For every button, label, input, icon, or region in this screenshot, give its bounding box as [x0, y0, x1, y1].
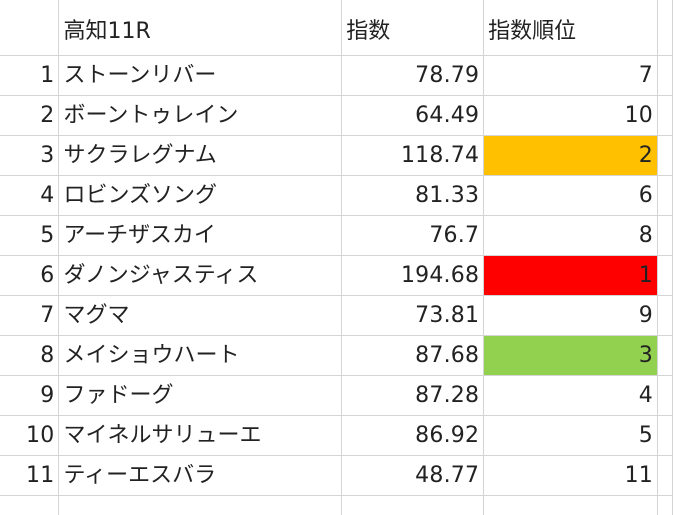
- table-row: 9 ファドーグ 87.28 4: [0, 375, 673, 416]
- horse-number-cell[interactable]: 10: [0, 415, 60, 456]
- empty-cell[interactable]: [483, 495, 658, 515]
- table-row: 2 ボーントゥレイン 64.49 10: [0, 95, 673, 136]
- horse-number-cell[interactable]: 8: [0, 335, 60, 376]
- empty-cell[interactable]: [657, 495, 673, 515]
- horse-name-cell[interactable]: ストーンリバー: [58, 55, 343, 96]
- horse-name-cell[interactable]: マグマ: [58, 295, 343, 336]
- table-row: 8 メイショウハート 87.68 3: [0, 335, 673, 376]
- empty-cell[interactable]: [58, 495, 343, 515]
- horse-number-cell[interactable]: 2: [0, 95, 60, 136]
- empty-cell[interactable]: [657, 335, 673, 376]
- header-row: 高知11R 指数 指数順位: [0, 0, 673, 56]
- horse-number-cell[interactable]: 5: [0, 215, 60, 256]
- horse-name-cell[interactable]: ダノンジャスティス: [58, 255, 343, 296]
- horse-number-cell[interactable]: 6: [0, 255, 60, 296]
- empty-cell[interactable]: [657, 415, 673, 456]
- horse-name-cell[interactable]: アーチザスカイ: [58, 215, 343, 256]
- horse-name-cell[interactable]: メイショウハート: [58, 335, 343, 376]
- index-value-cell[interactable]: 73.81: [341, 295, 485, 336]
- index-value-cell[interactable]: 86.92: [341, 415, 485, 456]
- empty-cell[interactable]: [657, 455, 673, 496]
- header-cell-a[interactable]: [0, 0, 60, 56]
- horse-number-cell[interactable]: 11: [0, 455, 60, 496]
- table-row: 10 マイネルサリューエ 86.92 5: [0, 415, 673, 456]
- header-rank-cell[interactable]: 指数順位: [483, 0, 658, 56]
- rank-cell[interactable]: 5: [483, 415, 658, 456]
- rank-cell[interactable]: 3: [483, 335, 658, 376]
- index-value-cell[interactable]: 81.33: [341, 175, 485, 216]
- horse-number-cell[interactable]: 9: [0, 375, 60, 416]
- horse-name-cell[interactable]: マイネルサリューエ: [58, 415, 343, 456]
- rank-cell[interactable]: 9: [483, 295, 658, 336]
- horse-number-cell[interactable]: 3: [0, 135, 60, 176]
- horse-number-cell[interactable]: 4: [0, 175, 60, 216]
- header-race-cell[interactable]: 高知11R: [58, 0, 343, 56]
- horse-name-cell[interactable]: ボーントゥレイン: [58, 95, 343, 136]
- header-index-cell[interactable]: 指数: [341, 0, 485, 56]
- index-value-cell[interactable]: 76.7: [341, 215, 485, 256]
- empty-cell[interactable]: [657, 375, 673, 416]
- table-row: 7 マグマ 73.81 9: [0, 295, 673, 336]
- horse-name-cell[interactable]: ティーエスバラ: [58, 455, 343, 496]
- table-row: 11 ティーエスバラ 48.77 11: [0, 455, 673, 496]
- empty-cell[interactable]: [0, 495, 60, 515]
- rank-cell[interactable]: 11: [483, 455, 658, 496]
- rank-cell[interactable]: 7: [483, 55, 658, 96]
- header-cell-e[interactable]: [657, 0, 673, 56]
- horse-name-cell[interactable]: ファドーグ: [58, 375, 343, 416]
- index-value-cell[interactable]: 64.49: [341, 95, 485, 136]
- index-value-cell[interactable]: 87.28: [341, 375, 485, 416]
- empty-cell[interactable]: [657, 55, 673, 96]
- empty-cell[interactable]: [657, 295, 673, 336]
- rank-cell[interactable]: 4: [483, 375, 658, 416]
- rank-cell[interactable]: 10: [483, 95, 658, 136]
- rank-cell[interactable]: 6: [483, 175, 658, 216]
- horse-name-cell[interactable]: サクラレグナム: [58, 135, 343, 176]
- rank-cell[interactable]: 2: [483, 135, 658, 176]
- empty-row: [0, 495, 673, 515]
- table-row: 4 ロビンズソング 81.33 6: [0, 175, 673, 216]
- table-row: 1 ストーンリバー 78.79 7: [0, 55, 673, 96]
- index-value-cell[interactable]: 118.74: [341, 135, 485, 176]
- table-row: 6 ダノンジャスティス 194.68 1: [0, 255, 673, 296]
- horse-number-cell[interactable]: 1: [0, 55, 60, 96]
- rank-cell[interactable]: 1: [483, 255, 658, 296]
- rank-cell[interactable]: 8: [483, 215, 658, 256]
- table-row: 3 サクラレグナム 118.74 2: [0, 135, 673, 176]
- empty-cell[interactable]: [341, 495, 485, 515]
- empty-cell[interactable]: [657, 175, 673, 216]
- index-value-cell[interactable]: 48.77: [341, 455, 485, 496]
- empty-cell[interactable]: [657, 135, 673, 176]
- horse-number-cell[interactable]: 7: [0, 295, 60, 336]
- empty-cell[interactable]: [657, 215, 673, 256]
- index-value-cell[interactable]: 78.79: [341, 55, 485, 96]
- index-value-cell[interactable]: 87.68: [341, 335, 485, 376]
- horse-name-cell[interactable]: ロビンズソング: [58, 175, 343, 216]
- index-value-cell[interactable]: 194.68: [341, 255, 485, 296]
- empty-cell[interactable]: [657, 255, 673, 296]
- table-row: 5 アーチザスカイ 76.7 8: [0, 215, 673, 256]
- empty-cell[interactable]: [657, 95, 673, 136]
